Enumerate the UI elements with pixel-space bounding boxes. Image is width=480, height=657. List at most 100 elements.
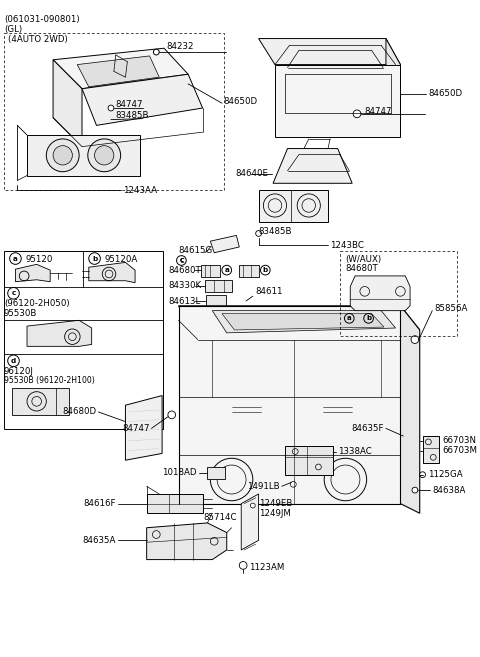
Text: 84640E: 84640E: [235, 169, 268, 178]
Text: c: c: [180, 258, 183, 263]
Text: 1491LB: 1491LB: [247, 482, 280, 491]
Circle shape: [154, 49, 159, 55]
Polygon shape: [259, 39, 400, 64]
Circle shape: [88, 139, 120, 171]
Circle shape: [412, 487, 418, 493]
Circle shape: [353, 110, 361, 118]
Circle shape: [46, 139, 79, 171]
Text: 1243AA: 1243AA: [123, 185, 157, 194]
Circle shape: [53, 146, 72, 165]
Text: a: a: [347, 315, 351, 321]
Text: (96120-2H050): (96120-2H050): [4, 299, 70, 308]
Circle shape: [411, 336, 419, 344]
Polygon shape: [82, 74, 203, 125]
Text: 84747: 84747: [365, 107, 392, 116]
Text: 95530B: 95530B: [4, 309, 37, 318]
Text: 84747: 84747: [116, 100, 144, 108]
Text: 1249EB: 1249EB: [259, 499, 292, 508]
Polygon shape: [241, 494, 259, 550]
Polygon shape: [201, 265, 220, 277]
Text: 84615G: 84615G: [179, 246, 213, 256]
Circle shape: [168, 411, 176, 419]
Text: b: b: [366, 315, 371, 321]
Text: 1338AC: 1338AC: [338, 447, 372, 456]
Text: 84232: 84232: [166, 42, 193, 51]
Text: 84616F: 84616F: [84, 499, 116, 508]
Text: 84680D: 84680D: [62, 407, 96, 417]
Polygon shape: [12, 388, 70, 415]
Bar: [207, 467, 225, 478]
Polygon shape: [422, 436, 439, 463]
Circle shape: [108, 105, 114, 111]
Text: 84747: 84747: [122, 424, 150, 433]
Text: (061031-090801): (061031-090801): [4, 15, 80, 24]
Bar: [4, 251, 163, 429]
Text: a: a: [13, 256, 18, 261]
Text: (4AUTO 2WD): (4AUTO 2WD): [8, 35, 68, 44]
Text: 84650D: 84650D: [429, 89, 463, 98]
Text: 1125GA: 1125GA: [429, 470, 463, 479]
Text: 84330K: 84330K: [169, 281, 202, 290]
Text: c: c: [12, 290, 16, 296]
Bar: [4, 33, 224, 190]
Text: 66703M: 66703M: [442, 445, 477, 455]
Polygon shape: [27, 135, 140, 175]
Text: (W/AUX): (W/AUX): [346, 255, 382, 263]
Text: 84611: 84611: [256, 287, 283, 296]
Polygon shape: [179, 306, 400, 504]
Circle shape: [240, 562, 247, 569]
Polygon shape: [210, 235, 240, 253]
Polygon shape: [275, 64, 400, 137]
Text: 84635F: 84635F: [351, 424, 384, 433]
Text: 83485B: 83485B: [116, 111, 149, 120]
Circle shape: [420, 472, 425, 478]
Text: 85714C: 85714C: [203, 512, 236, 522]
Text: 84680T: 84680T: [346, 264, 378, 273]
Circle shape: [95, 146, 114, 165]
Text: 1018AD: 1018AD: [162, 468, 197, 477]
Text: 96120J: 96120J: [4, 367, 34, 376]
Text: 95120: 95120: [25, 255, 52, 263]
Polygon shape: [89, 262, 135, 283]
Text: 84635A: 84635A: [83, 536, 116, 545]
Polygon shape: [285, 445, 333, 474]
Circle shape: [256, 231, 262, 237]
Text: b: b: [92, 256, 97, 261]
Polygon shape: [240, 265, 259, 277]
Polygon shape: [125, 396, 162, 460]
Text: 66703N: 66703N: [442, 436, 476, 445]
Polygon shape: [77, 56, 159, 87]
Polygon shape: [147, 523, 227, 560]
Text: a: a: [224, 267, 229, 273]
Polygon shape: [350, 276, 410, 311]
Text: (GL): (GL): [4, 25, 22, 34]
Circle shape: [251, 503, 255, 508]
Text: 84613L: 84613L: [169, 296, 201, 306]
Bar: [204, 280, 231, 292]
Polygon shape: [15, 264, 50, 282]
Polygon shape: [400, 306, 420, 513]
Text: b: b: [263, 267, 268, 273]
Text: c: c: [179, 256, 184, 265]
Text: 83485B: 83485B: [259, 227, 292, 236]
Polygon shape: [386, 39, 400, 137]
Bar: [206, 295, 226, 307]
Polygon shape: [53, 60, 82, 147]
Polygon shape: [273, 148, 352, 183]
Polygon shape: [222, 313, 384, 330]
Text: 95530B (96120-2H100): 95530B (96120-2H100): [4, 376, 95, 385]
Polygon shape: [259, 190, 328, 222]
Text: d: d: [11, 358, 16, 364]
Text: 85856A: 85856A: [434, 304, 468, 313]
Text: 95120A: 95120A: [104, 255, 137, 263]
Text: 84638A: 84638A: [432, 486, 466, 495]
Polygon shape: [27, 321, 92, 346]
Polygon shape: [147, 494, 203, 513]
Text: 1249JM: 1249JM: [259, 509, 290, 518]
Text: 84680T: 84680T: [169, 265, 202, 275]
Polygon shape: [212, 311, 396, 333]
Text: 84650D: 84650D: [224, 97, 258, 106]
Polygon shape: [53, 48, 188, 89]
Text: 1123AM: 1123AM: [249, 563, 284, 572]
Circle shape: [290, 482, 296, 487]
